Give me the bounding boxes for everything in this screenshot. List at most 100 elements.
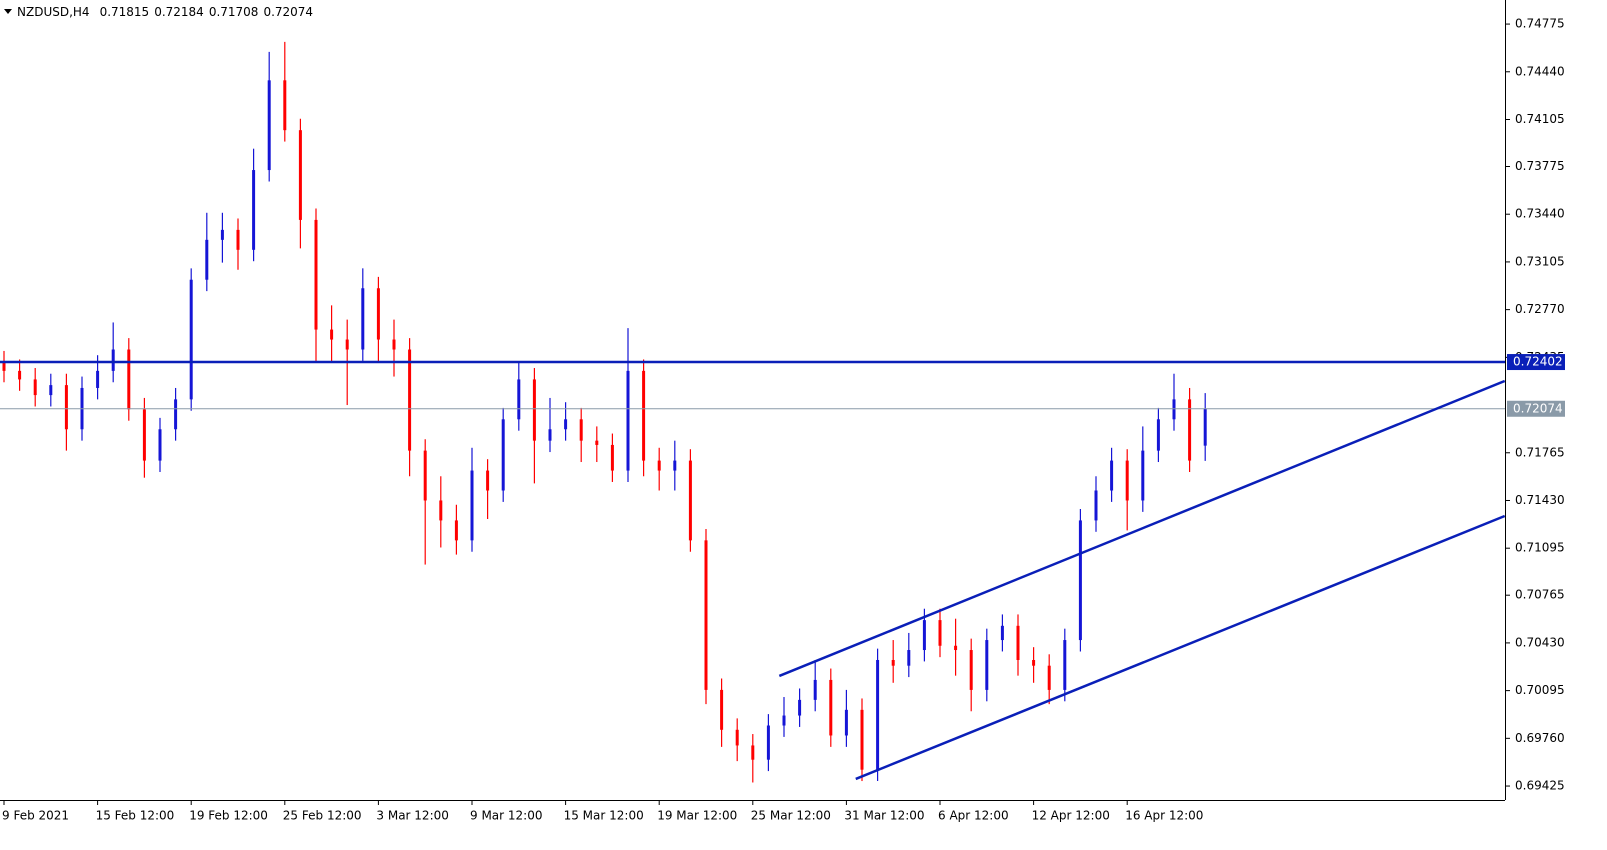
candle-body — [314, 219, 318, 330]
y-tick-label: 0.71765 — [1515, 445, 1565, 459]
y-tick-label: 0.70095 — [1515, 683, 1565, 697]
candle-body — [813, 679, 817, 700]
candle-body — [626, 370, 630, 471]
candle-body — [174, 399, 178, 430]
candle-body — [392, 339, 396, 350]
candle-body — [1156, 419, 1160, 451]
candle-body — [345, 339, 349, 350]
x-tick-label: 31 Mar 12:00 — [844, 809, 924, 823]
y-tick-label: 0.70765 — [1515, 588, 1565, 602]
candle-body — [735, 729, 739, 746]
x-tick-label: 3 Mar 12:00 — [376, 809, 449, 823]
candle-body — [1094, 490, 1098, 521]
chart-title: NZDUSD,H4 0.71815 0.72184 0.71708 0.72074 — [17, 5, 313, 19]
candle-body — [1063, 640, 1067, 690]
candle-body — [220, 229, 224, 240]
candle-body — [423, 450, 427, 501]
price-label-box — [1507, 400, 1565, 417]
x-tick-label: 15 Feb 12:00 — [96, 809, 175, 823]
candle-body — [876, 659, 880, 770]
x-tick-label: 25 Mar 12:00 — [751, 809, 831, 823]
candle-body — [439, 500, 443, 521]
x-tick-label: 25 Feb 12:00 — [283, 809, 362, 823]
header-value: 0.72074 — [263, 5, 313, 19]
candle-body — [486, 470, 490, 491]
y-tick-label: 0.73105 — [1515, 254, 1565, 268]
candle-body — [922, 620, 926, 651]
x-tick-label: 16 Apr 12:00 — [1125, 809, 1203, 823]
candle-body — [2, 362, 6, 371]
candle-body — [532, 379, 536, 441]
x-tick-label: 15 Mar 12:00 — [564, 809, 644, 823]
candle-body — [517, 379, 521, 420]
candle-body — [985, 640, 989, 690]
x-tick-label: 9 Feb 2021 — [2, 809, 69, 823]
menu-triangle — [4, 9, 12, 14]
candle-body — [470, 470, 474, 541]
candle-body — [252, 170, 256, 250]
candle-body — [782, 715, 786, 726]
candle-body — [829, 679, 833, 736]
y-tick-label: 0.71430 — [1515, 493, 1565, 507]
candle-body — [298, 130, 302, 220]
candle-body — [408, 349, 412, 451]
candle-body — [64, 385, 68, 430]
candle-body — [907, 650, 911, 666]
candle-body — [610, 444, 614, 471]
candle-body — [283, 80, 287, 131]
x-tick-label: 19 Feb 12:00 — [189, 809, 268, 823]
candle-body — [1203, 408, 1207, 446]
y-tick-label: 0.69760 — [1515, 731, 1565, 745]
candle-body — [798, 699, 802, 716]
candle-body — [142, 409, 146, 461]
candle-body — [938, 620, 942, 646]
candle-body — [751, 745, 755, 760]
candle-body — [1125, 460, 1129, 501]
y-tick-label: 0.73775 — [1515, 159, 1565, 173]
candle-body — [361, 288, 365, 350]
price-label: 0.72074 — [1513, 401, 1563, 415]
candle-body — [673, 460, 677, 471]
price-label-box — [1507, 354, 1565, 371]
candle-body — [1000, 625, 1004, 641]
x-tick-label: 19 Mar 12:00 — [657, 809, 737, 823]
trend-line — [855, 514, 1506, 781]
candle-body — [954, 645, 958, 651]
candle-body — [236, 229, 240, 250]
candle-body — [267, 80, 271, 171]
candle-body — [1016, 625, 1020, 660]
y-tick-label: 0.74775 — [1515, 17, 1565, 31]
y-tick-label: 0.72770 — [1515, 302, 1565, 316]
candle-body — [564, 419, 568, 430]
candle-body — [766, 725, 770, 760]
candle-body — [579, 419, 583, 441]
candle-body — [330, 329, 334, 340]
y-tick-label: 0.73440 — [1515, 207, 1565, 221]
candle-body — [860, 709, 864, 770]
candle-body — [376, 288, 380, 340]
candle-body — [18, 370, 22, 380]
y-tick-label: 0.74440 — [1515, 64, 1565, 78]
candle-body — [642, 370, 646, 461]
x-tick-label: 9 Mar 12:00 — [470, 809, 543, 823]
candle-body — [1172, 399, 1176, 420]
candle-body — [501, 419, 505, 491]
y-tick-label: 0.69425 — [1515, 779, 1565, 793]
candle-body — [189, 279, 193, 400]
y-tick-label: 0.71095 — [1515, 541, 1565, 555]
price-label: 0.72402 — [1513, 355, 1563, 369]
header-value: 0.71815 — [100, 5, 150, 19]
candle-body — [720, 689, 724, 730]
candle-body — [1110, 460, 1114, 491]
candle-body — [595, 440, 599, 445]
candle-body — [1078, 520, 1082, 641]
trend-line — [778, 379, 1506, 678]
candle-body — [548, 429, 552, 441]
candle-body — [704, 540, 708, 690]
candle-body — [1047, 665, 1051, 690]
candle-body — [454, 520, 458, 541]
candle-body — [1188, 399, 1192, 461]
